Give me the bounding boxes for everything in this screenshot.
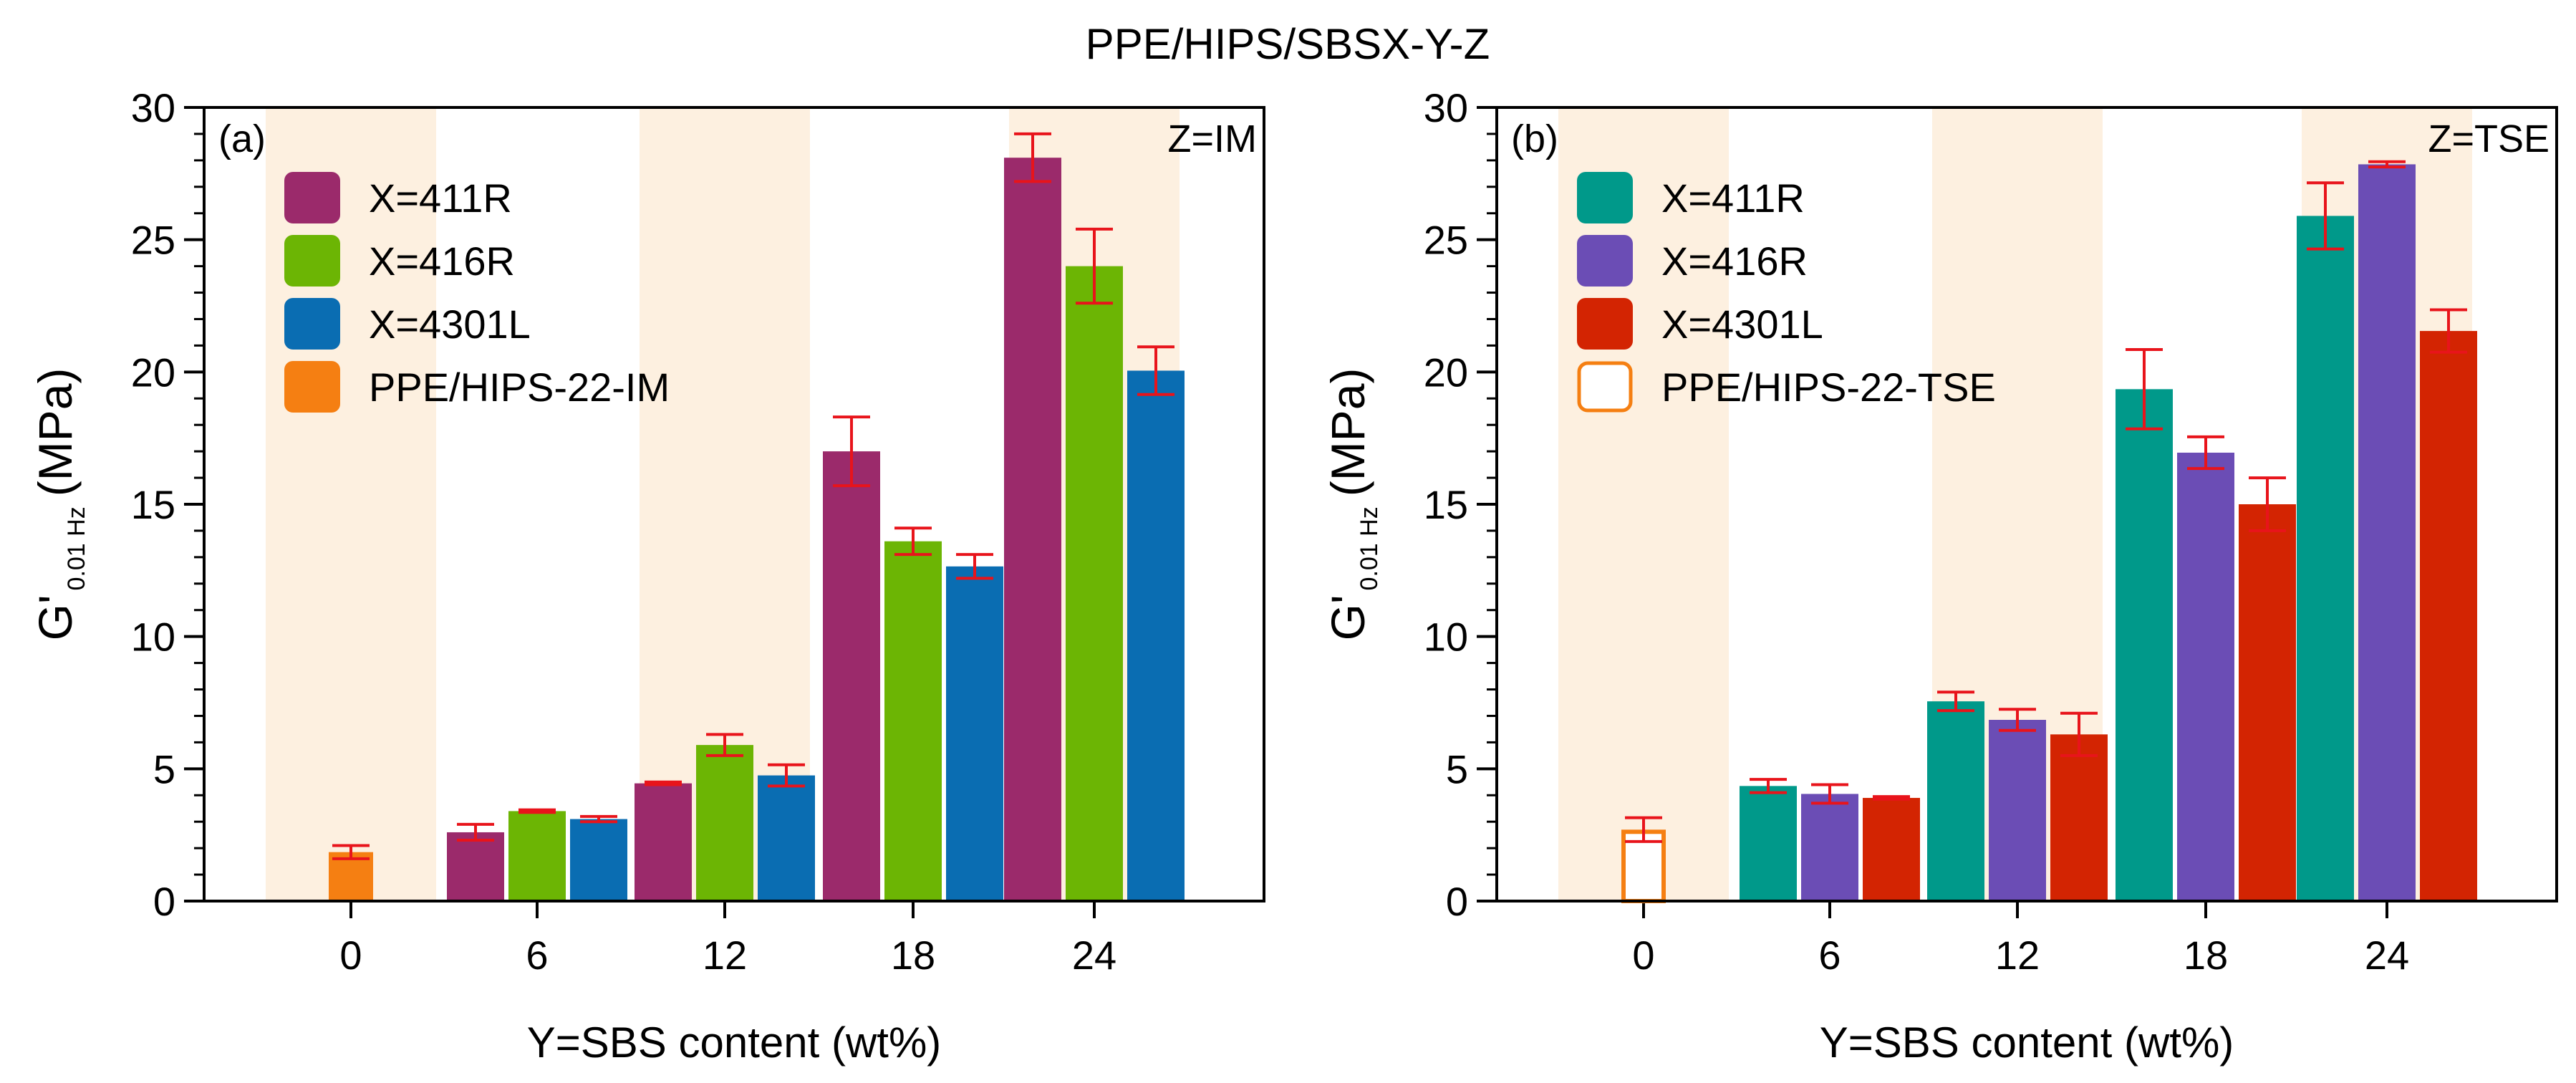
panel-label: (b)	[1511, 117, 1558, 160]
bar-series-1-cat-1	[508, 811, 566, 901]
y-axis-label-sub: 0.01 Hz	[63, 506, 90, 590]
y-tick-label: 10	[131, 615, 175, 660]
y-tick-label: 5	[153, 746, 175, 791]
bar-series-2-cat-2	[2050, 734, 2108, 901]
legend-label-0: X=411R	[1661, 175, 1805, 221]
bar-series-0-cat-3	[823, 451, 880, 901]
y-axis-label-unit: (MPa)	[29, 368, 82, 497]
legend-label-3: PPE/HIPS-22-IM	[369, 365, 670, 410]
x-tick-label: 0	[1632, 933, 1654, 978]
y-tick-label: 20	[131, 350, 175, 395]
x-axis-label: Y=SBS content (wt%)	[1820, 1019, 2234, 1067]
chart-panel-a: 0 5 10 15 20 25 30 0 6 12 18 24 (a) Z=IM X=411R X=416R X…	[29, 85, 1265, 1067]
x-tick-label: 0	[339, 933, 362, 978]
bar-series-0-cat-3	[2116, 389, 2173, 901]
y-tick-label: 0	[153, 879, 175, 924]
bar-series-2-cat-4	[1127, 370, 1185, 901]
x-tick-label: 6	[526, 933, 548, 978]
y-tick-label: 25	[131, 218, 175, 263]
y-axis-label-unit: (MPa)	[1321, 368, 1374, 497]
legend-label-1: X=416R	[1661, 239, 1808, 284]
legend-swatch-3	[284, 361, 340, 413]
x-tick-label: 18	[891, 933, 935, 978]
bar-reference	[329, 852, 373, 901]
bar-series-0-cat-4	[1004, 158, 1061, 901]
shaded-band-0	[1558, 107, 1729, 901]
x-tick-label: 24	[2365, 933, 2409, 978]
x-tick-label: 12	[703, 933, 747, 978]
y-tick-label: 15	[131, 482, 175, 527]
bar-series-1-cat-1	[1801, 794, 1858, 901]
legend-swatch-0	[284, 172, 340, 223]
bar-series-1-cat-4	[2358, 164, 2416, 902]
x-tick-label: 6	[1818, 933, 1841, 978]
legend-label-1: X=416R	[369, 239, 515, 284]
legend-swatch-2	[284, 298, 340, 350]
legend-label-2: X=4301L	[369, 302, 531, 347]
bar-series-1-cat-2	[696, 745, 753, 901]
x-tick-label: 24	[1072, 933, 1116, 978]
legend-label-0: X=411R	[369, 175, 512, 221]
figure-title: PPE/HIPS/SBSX-Y-Z	[1086, 20, 1490, 68]
y-tick-label: 0	[1446, 879, 1468, 924]
legend-swatch-3	[1577, 361, 1633, 413]
corner-label: Z=IM	[1167, 117, 1257, 160]
chart-panel-b: 0 5 10 15 20 25 30 0 6 12 18 24 (b) Z=TSE X=411R X=416R…	[1321, 85, 2558, 1067]
bar-series-1-cat-3	[884, 541, 942, 901]
panel-label: (a)	[218, 117, 266, 160]
y-tick-label: 15	[1424, 482, 1468, 527]
y-axis-label-main: G'	[29, 595, 82, 640]
bar-series-1-cat-2	[1989, 720, 2046, 901]
y-tick-label: 30	[131, 85, 175, 130]
y-axis-label-sub: 0.01 Hz	[1356, 506, 1383, 590]
legend-label-3: PPE/HIPS-22-TSE	[1661, 365, 1996, 410]
y-axis-label-main: G'	[1321, 595, 1374, 640]
bar-series-0-cat-2	[635, 783, 692, 901]
legend-swatch-2	[1577, 298, 1633, 350]
legend-swatch-1	[284, 235, 340, 287]
shaded-band-0	[266, 107, 436, 901]
bar-series-2-cat-1	[1863, 797, 1920, 901]
bar-series-0-cat-1	[447, 832, 504, 901]
y-tick-label: 20	[1424, 350, 1468, 395]
y-axis-label: G' 0.01 Hz (MPa)	[1321, 368, 1383, 641]
corner-label: Z=TSE	[2428, 117, 2550, 160]
y-tick-label: 10	[1424, 615, 1468, 660]
legend-swatch-0	[1577, 172, 1633, 223]
legend-swatch-1	[1577, 235, 1633, 287]
bar-series-1-cat-3	[2177, 452, 2234, 901]
y-tick-label: 5	[1446, 746, 1468, 791]
x-tick-label: 18	[2184, 933, 2228, 978]
bar-series-1-cat-4	[1066, 266, 1123, 902]
plot-frame	[203, 106, 1265, 902]
bar-series-2-cat-3	[946, 566, 1003, 901]
y-axis-label: G' 0.01 Hz (MPa)	[29, 368, 90, 641]
x-axis-label: Y=SBS content (wt%)	[527, 1019, 942, 1067]
y-tick-label: 25	[1424, 218, 1468, 263]
y-tick-label: 30	[1424, 85, 1468, 130]
bar-series-2-cat-3	[2239, 504, 2296, 901]
bar-series-0-cat-1	[1740, 786, 1797, 901]
bar-series-2-cat-4	[2420, 331, 2477, 901]
bar-series-0-cat-2	[1927, 701, 1984, 901]
plot-frame	[1495, 106, 2558, 902]
bar-series-2-cat-1	[570, 819, 627, 901]
legend-label-2: X=4301L	[1661, 302, 1823, 347]
bar-series-0-cat-4	[2297, 216, 2354, 902]
bar-series-2-cat-2	[758, 775, 815, 901]
x-tick-label: 12	[1995, 933, 2040, 978]
